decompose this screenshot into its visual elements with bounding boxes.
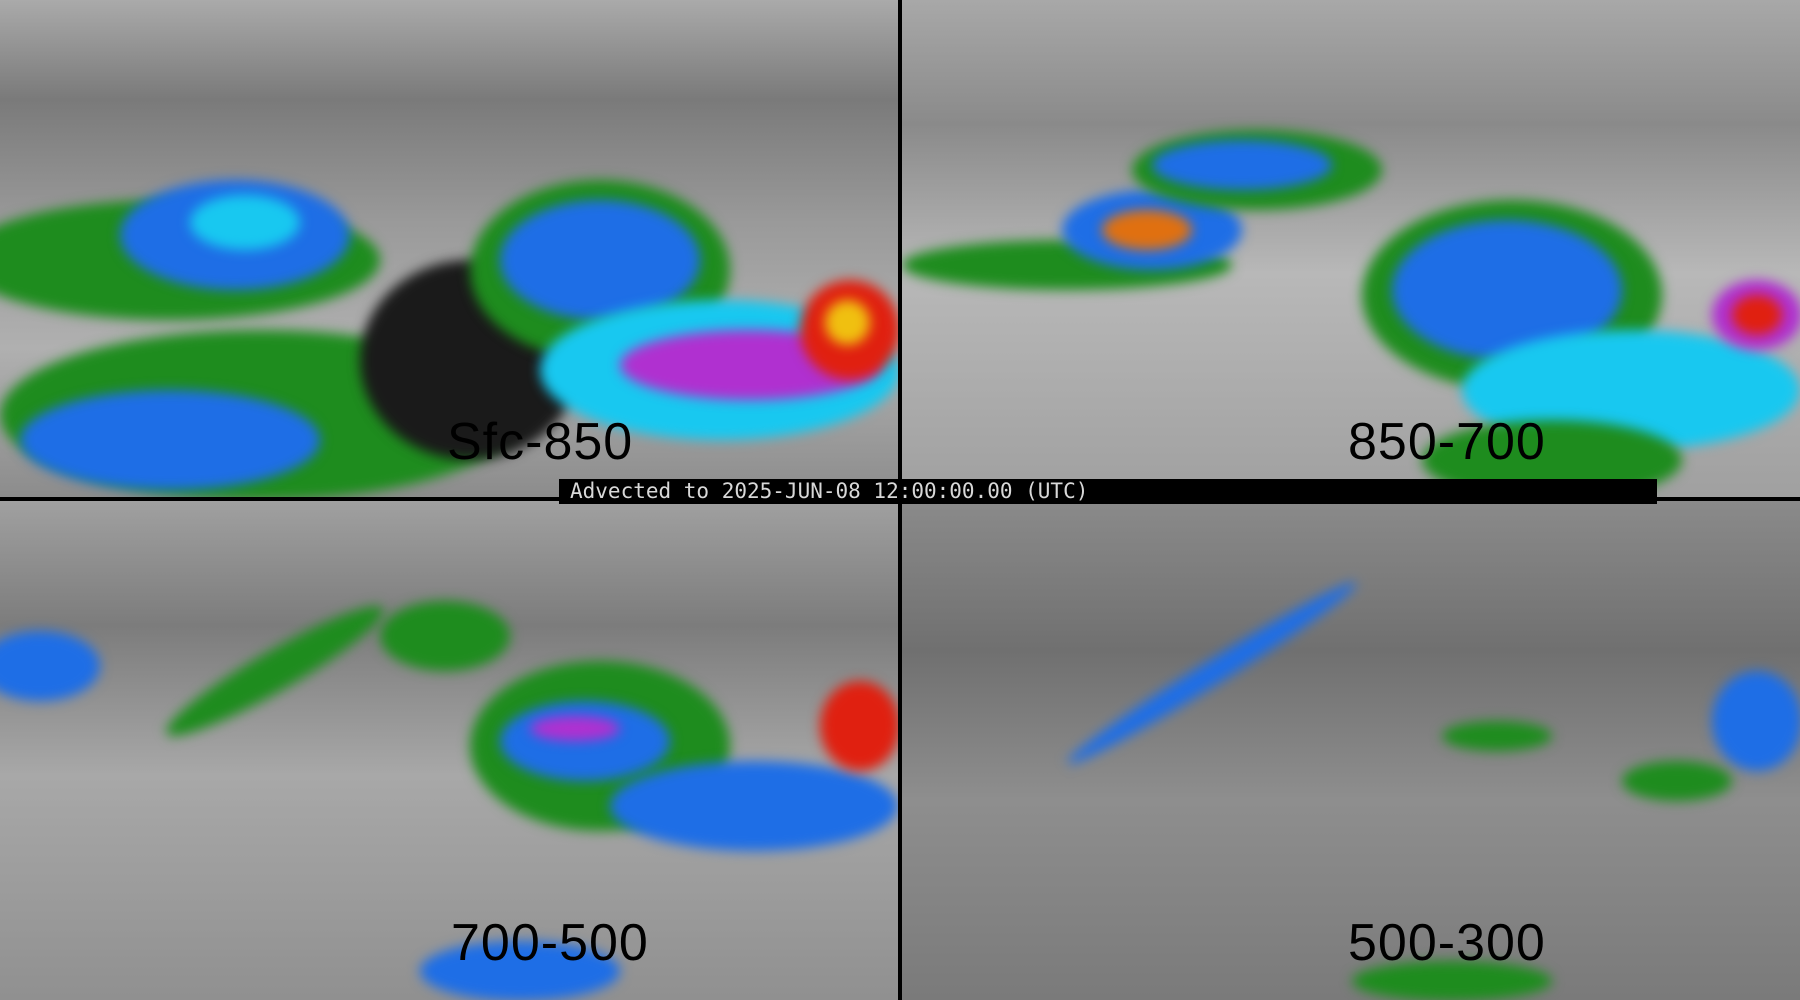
panel-label: 700-500	[451, 914, 649, 972]
panel-500-300: 500-300	[902, 501, 1800, 1000]
panel-label: 850-700	[1348, 413, 1546, 471]
panel-sfc-850: Sfc-850	[0, 0, 898, 497]
valid-time-banner: Advected to 2025-JUN-08 12:00:00.00 (UTC…	[559, 479, 1657, 504]
panel-850-700: 850-700	[902, 0, 1800, 497]
panel-label: 500-300	[1348, 914, 1546, 972]
panel-700-500: 700-500	[0, 501, 898, 1000]
panel-label: Sfc-850	[447, 413, 634, 471]
